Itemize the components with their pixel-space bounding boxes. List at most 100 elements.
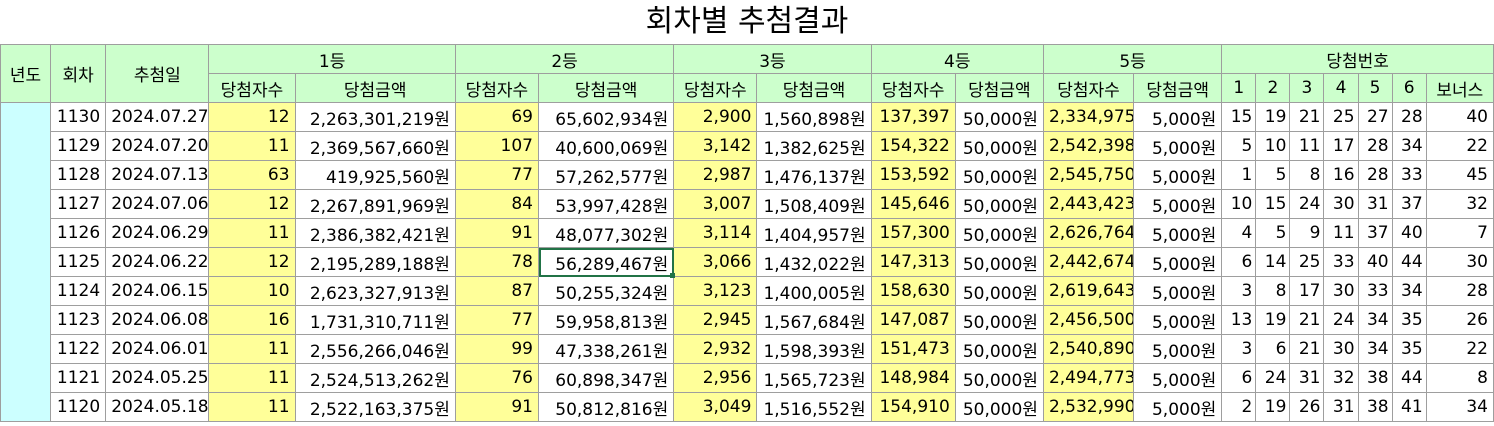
- rank4-winners-cell[interactable]: 151,473: [870, 334, 956, 364]
- bonus-number-cell[interactable]: 26: [1425, 305, 1494, 335]
- winning-number-cell[interactable]: 28: [1391, 102, 1427, 132]
- date-cell[interactable]: 2024.05.18: [105, 392, 210, 422]
- rank5-winners-cell[interactable]: 2,540,890: [1042, 334, 1135, 364]
- rank3-amount-cell[interactable]: 1,476,137원: [756, 160, 872, 190]
- header-year[interactable]: 년도: [0, 44, 52, 103]
- rank5-winners-cell[interactable]: 2,545,750: [1042, 160, 1135, 190]
- rank5-winners-cell[interactable]: 2,619,643: [1042, 276, 1135, 306]
- rank1-winners-cell[interactable]: 11: [208, 334, 296, 364]
- winning-number-cell[interactable]: 30: [1323, 276, 1359, 306]
- winning-number-cell[interactable]: 33: [1391, 160, 1427, 190]
- rank2-amount-cell[interactable]: 47,338,261원: [537, 334, 675, 364]
- header-rank2[interactable]: 2등: [454, 44, 675, 74]
- winning-number-cell[interactable]: 19: [1255, 102, 1291, 132]
- round-cell[interactable]: 1130: [50, 102, 107, 132]
- date-cell[interactable]: 2024.06.01: [105, 334, 210, 364]
- winning-number-cell[interactable]: 44: [1391, 363, 1427, 393]
- rank4-amount-cell[interactable]: 50,000원: [954, 131, 1044, 161]
- rank2-winners-cell[interactable]: 84: [454, 189, 540, 219]
- rank2-amount-cell[interactable]: 57,262,577원: [537, 160, 675, 190]
- rank3-amount-cell[interactable]: 1,432,022원: [756, 247, 872, 277]
- header-number-4[interactable]: 4: [1323, 73, 1359, 103]
- bonus-number-cell[interactable]: 40: [1425, 102, 1494, 132]
- rank5-amount-cell[interactable]: 5,000원: [1133, 102, 1223, 132]
- round-cell[interactable]: 1121: [50, 363, 107, 393]
- winning-number-cell[interactable]: 5: [1221, 131, 1257, 161]
- date-cell[interactable]: 2024.07.13: [105, 160, 210, 190]
- rank5-amount-cell[interactable]: 5,000원: [1133, 189, 1223, 219]
- rank2-winners-cell[interactable]: 87: [454, 276, 540, 306]
- rank2-winners-cell[interactable]: 107: [454, 131, 540, 161]
- header-rank2-winners[interactable]: 당첨자수: [454, 73, 540, 103]
- winning-number-cell[interactable]: 8: [1289, 160, 1325, 190]
- header-number-6[interactable]: 6: [1391, 73, 1427, 103]
- winning-number-cell[interactable]: 40: [1357, 247, 1393, 277]
- rank2-amount-cell[interactable]: 40,600,069원: [537, 131, 675, 161]
- header-rank3-winners[interactable]: 당첨자수: [673, 73, 758, 103]
- rank4-winners-cell[interactable]: 145,646: [870, 189, 956, 219]
- rank5-amount-cell[interactable]: 5,000원: [1133, 160, 1223, 190]
- winning-number-cell[interactable]: 5: [1255, 160, 1291, 190]
- winning-number-cell[interactable]: 19: [1255, 392, 1291, 422]
- bonus-number-cell[interactable]: 7: [1425, 218, 1494, 248]
- rank5-amount-cell[interactable]: 5,000원: [1133, 247, 1223, 277]
- rank3-winners-cell[interactable]: 3,049: [673, 392, 758, 422]
- rank1-winners-cell[interactable]: 11: [208, 363, 296, 393]
- winning-number-cell[interactable]: 25: [1289, 247, 1325, 277]
- winning-number-cell[interactable]: 34: [1391, 131, 1427, 161]
- winning-number-cell[interactable]: 21: [1289, 334, 1325, 364]
- bonus-number-cell[interactable]: 32: [1425, 189, 1494, 219]
- round-cell[interactable]: 1124: [50, 276, 107, 306]
- rank3-winners-cell[interactable]: 3,066: [673, 247, 758, 277]
- rank1-winners-cell[interactable]: 10: [208, 276, 296, 306]
- winning-number-cell[interactable]: 3: [1221, 334, 1257, 364]
- rank1-amount-cell[interactable]: 2,267,891,969원: [294, 189, 456, 219]
- year-cell[interactable]: [0, 102, 52, 422]
- header-rank4-amount[interactable]: 당첨금액: [954, 73, 1044, 103]
- rank1-amount-cell[interactable]: 419,925,560원: [294, 160, 456, 190]
- winning-number-cell[interactable]: 19: [1255, 305, 1291, 335]
- header-rank5-amount[interactable]: 당첨금액: [1133, 73, 1223, 103]
- winning-number-cell[interactable]: 41: [1391, 392, 1427, 422]
- round-cell[interactable]: 1127: [50, 189, 107, 219]
- winning-number-cell[interactable]: 15: [1255, 189, 1291, 219]
- rank3-winners-cell[interactable]: 3,007: [673, 189, 758, 219]
- winning-number-cell[interactable]: 6: [1221, 363, 1257, 393]
- winning-number-cell[interactable]: 33: [1357, 276, 1393, 306]
- bonus-number-cell[interactable]: 22: [1425, 334, 1494, 364]
- header-number-2[interactable]: 2: [1255, 73, 1291, 103]
- winning-number-cell[interactable]: 5: [1255, 218, 1291, 248]
- rank2-amount-cell[interactable]: 56,289,467원: [537, 247, 675, 277]
- winning-number-cell[interactable]: 33: [1323, 247, 1359, 277]
- winning-number-cell[interactable]: 31: [1323, 392, 1359, 422]
- rank5-amount-cell[interactable]: 5,000원: [1133, 276, 1223, 306]
- winning-number-cell[interactable]: 27: [1357, 102, 1393, 132]
- rank4-amount-cell[interactable]: 50,000원: [954, 218, 1044, 248]
- header-round[interactable]: 회차: [50, 44, 107, 103]
- winning-number-cell[interactable]: 35: [1391, 334, 1427, 364]
- winning-number-cell[interactable]: 37: [1391, 189, 1427, 219]
- winning-number-cell[interactable]: 28: [1357, 131, 1393, 161]
- rank1-amount-cell[interactable]: 2,263,301,219원: [294, 102, 456, 132]
- rank3-winners-cell[interactable]: 3,142: [673, 131, 758, 161]
- rank5-amount-cell[interactable]: 5,000원: [1133, 392, 1223, 422]
- rank4-winners-cell[interactable]: 137,397: [870, 102, 956, 132]
- winning-number-cell[interactable]: 31: [1289, 363, 1325, 393]
- winning-number-cell[interactable]: 15: [1221, 102, 1257, 132]
- rank5-amount-cell[interactable]: 5,000원: [1133, 131, 1223, 161]
- rank4-winners-cell[interactable]: 147,087: [870, 305, 956, 335]
- winning-number-cell[interactable]: 24: [1323, 305, 1359, 335]
- rank4-winners-cell[interactable]: 157,300: [870, 218, 956, 248]
- winning-number-cell[interactable]: 28: [1357, 160, 1393, 190]
- winning-number-cell[interactable]: 11: [1289, 131, 1325, 161]
- header-rank3[interactable]: 3등: [673, 44, 872, 74]
- rank2-amount-cell[interactable]: 53,997,428원: [537, 189, 675, 219]
- rank5-winners-cell[interactable]: 2,443,423: [1042, 189, 1135, 219]
- header-bonus[interactable]: 보너스: [1425, 73, 1494, 103]
- rank1-winners-cell[interactable]: 12: [208, 102, 296, 132]
- date-cell[interactable]: 2024.06.22: [105, 247, 210, 277]
- rank4-amount-cell[interactable]: 50,000원: [954, 305, 1044, 335]
- rank1-winners-cell[interactable]: 11: [208, 392, 296, 422]
- rank4-winners-cell[interactable]: 148,984: [870, 363, 956, 393]
- header-rank1-amount[interactable]: 당첨금액: [294, 73, 456, 103]
